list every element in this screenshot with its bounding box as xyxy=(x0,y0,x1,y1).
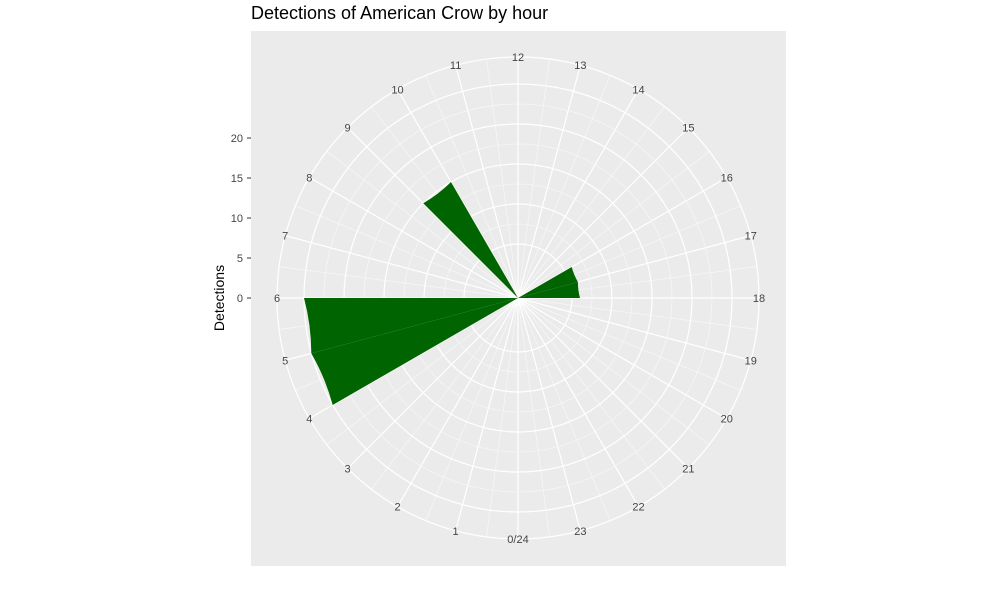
hour-label: 15 xyxy=(682,123,694,135)
radial-gridline xyxy=(347,297,519,469)
hour-label: 22 xyxy=(632,502,644,514)
hour-label: 23 xyxy=(574,526,586,538)
bar-18 xyxy=(518,281,580,298)
minor-radial-gridline xyxy=(517,59,550,299)
hour-label: 12 xyxy=(512,52,524,64)
outer-circle-gridline xyxy=(276,56,760,540)
hour-label: 13 xyxy=(574,60,586,72)
radial-gridline xyxy=(455,65,519,299)
y-axis: 0 5 10 15 20 xyxy=(231,133,251,305)
y-tick-label: 10 xyxy=(231,213,243,225)
hour-label: 9 xyxy=(345,123,351,135)
radial-gridline xyxy=(517,297,581,531)
minor-radial-gridline xyxy=(517,297,550,537)
radial-gridline xyxy=(396,297,519,508)
bar-6 xyxy=(304,298,518,354)
hour-label: 8 xyxy=(306,173,312,185)
hour-label: 14 xyxy=(632,84,644,96)
hour-label: 2 xyxy=(394,502,400,514)
radial-gridline xyxy=(285,235,519,299)
minor-radial-gridline xyxy=(517,297,710,446)
radial-gridline xyxy=(455,297,519,531)
minor-radial-gridline xyxy=(425,75,519,299)
bar-5 xyxy=(311,298,518,405)
minor-radial-gridline xyxy=(517,150,710,299)
hour-label: 17 xyxy=(745,231,757,243)
minor-radial-gridline xyxy=(425,297,519,521)
minor-radial-gridline xyxy=(279,266,519,299)
radial-gridline xyxy=(308,176,519,299)
bar-17 xyxy=(518,267,578,298)
y-tick-label: 20 xyxy=(231,133,243,145)
minor-radial-gridline xyxy=(517,75,611,299)
radial-gridline xyxy=(517,127,689,299)
minor-radial-gridline xyxy=(295,205,519,299)
hour-label: 19 xyxy=(745,355,757,367)
hour-label: 4 xyxy=(306,414,312,426)
hour-label: 10 xyxy=(391,84,403,96)
minor-radial-gridline xyxy=(326,297,519,446)
chart-title: Detections of American Crow by hour xyxy=(251,3,549,23)
radial-gridline xyxy=(517,176,728,299)
hour-label: 20 xyxy=(721,414,733,426)
minor-radial-gridline xyxy=(370,297,519,490)
minor-radial-gridline xyxy=(517,297,757,330)
radial-gridline xyxy=(517,88,640,299)
radial-gridline xyxy=(517,65,581,299)
bar-10 xyxy=(423,181,518,298)
radial-gridline xyxy=(517,297,689,469)
y-tick-label: 15 xyxy=(231,173,243,185)
minor-radial-gridline xyxy=(517,297,611,521)
hour-label: 1 xyxy=(453,526,459,538)
radial-gridline xyxy=(517,297,751,361)
y-tick-label: 5 xyxy=(237,253,243,265)
hour-label: 16 xyxy=(721,173,733,185)
minor-radial-gridline xyxy=(517,106,666,299)
minor-radial-gridline xyxy=(517,297,666,490)
hour-labels: 0/24123456789101112131415161718192021222… xyxy=(274,52,765,546)
hour-label: 6 xyxy=(274,293,280,305)
hour-label: 11 xyxy=(450,60,461,72)
minor-radial-gridline xyxy=(486,59,519,299)
hour-label: 0/24 xyxy=(507,534,528,546)
radial-gridline xyxy=(517,297,640,508)
y-tick-label: 0 xyxy=(237,293,243,305)
hour-label: 7 xyxy=(282,231,288,243)
radial-gridline xyxy=(517,297,728,420)
hour-label: 5 xyxy=(282,355,288,367)
hour-label: 18 xyxy=(753,293,765,305)
minor-radial-gridline xyxy=(517,297,741,391)
minor-radial-gridline xyxy=(326,150,519,299)
hour-label: 21 xyxy=(682,463,694,475)
hour-label: 3 xyxy=(345,463,351,475)
bars xyxy=(304,181,580,405)
minor-radial-gridline xyxy=(486,297,519,537)
